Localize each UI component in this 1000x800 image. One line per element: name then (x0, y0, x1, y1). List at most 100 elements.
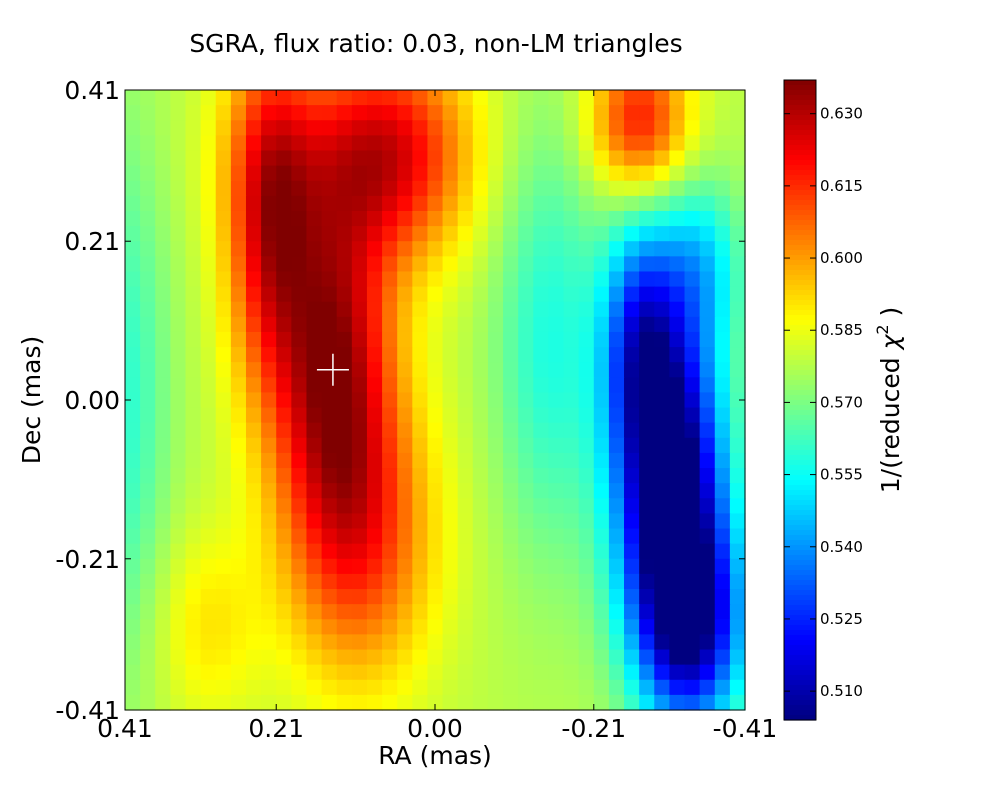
heatmap-cell (548, 180, 565, 197)
heatmap-cell (563, 437, 580, 454)
heatmap-cell (185, 573, 202, 590)
heatmap-cell (397, 694, 413, 711)
heatmap-cell (533, 105, 550, 121)
heatmap-cell (729, 347, 746, 363)
heatmap-cell (125, 407, 141, 424)
heatmap-cell (714, 271, 731, 288)
heatmap-cell (654, 589, 670, 605)
heatmap-cell (185, 241, 202, 257)
heatmap-cell (351, 634, 368, 651)
heatmap-cell (608, 694, 625, 711)
heatmap-cell (397, 664, 413, 681)
heatmap-cell (170, 528, 187, 545)
heatmap-cell (321, 452, 338, 469)
heatmap-cell (321, 422, 338, 439)
heatmap-cell (291, 392, 308, 409)
heatmap-cell (714, 347, 731, 363)
heatmap-cell (412, 347, 429, 363)
heatmap-cell (351, 483, 368, 499)
heatmap-cell (654, 347, 670, 363)
heatmap-cell (442, 377, 459, 394)
heatmap-cell (200, 589, 217, 605)
heatmap-cell (639, 347, 655, 363)
heatmap-cell (714, 604, 731, 620)
heatmap-cell (185, 498, 202, 515)
heatmap-cell (261, 543, 277, 560)
heatmap-cell (472, 301, 489, 318)
heatmap-cell (336, 135, 353, 152)
heatmap-cell (624, 331, 640, 348)
heatmap-cell (518, 619, 534, 635)
heatmap-cell (684, 452, 701, 469)
heatmap-cell (125, 483, 141, 499)
heatmap-cell (155, 664, 171, 681)
heatmap-cell (351, 210, 368, 227)
heatmap-cell (639, 422, 655, 439)
heatmap-cell (155, 165, 171, 182)
heatmap-cell (563, 452, 580, 469)
colorbar-tick-label: 0.510 (820, 682, 863, 700)
heatmap-cell (518, 210, 534, 227)
heatmap-cell (321, 195, 338, 212)
heatmap-cell (351, 543, 368, 560)
heatmap-cell (125, 437, 141, 454)
heatmap-cell (336, 392, 353, 409)
heatmap-cell (351, 468, 368, 484)
heatmap-cell (351, 619, 368, 635)
heatmap-cell (624, 135, 640, 152)
heatmap-cell (684, 256, 701, 273)
heatmap-cell (684, 105, 701, 121)
heatmap-cell (215, 180, 232, 197)
heatmap-cell (548, 468, 565, 484)
heatmap-cell (200, 649, 217, 666)
heatmap-cell (654, 210, 670, 227)
heatmap-cell (427, 195, 444, 212)
heatmap-cell (261, 679, 277, 696)
heatmap-cell (487, 589, 504, 605)
heatmap-cell (397, 573, 413, 590)
heatmap-cell (366, 483, 383, 499)
heatmap-cell (714, 528, 731, 545)
heatmap-cell (503, 468, 519, 484)
heatmap-cell (714, 589, 731, 605)
colorbar-segment (784, 445, 816, 451)
heatmap-cell (608, 210, 625, 227)
heatmap-cell (170, 301, 187, 318)
heatmap-cell (593, 301, 610, 318)
heatmap-cell (261, 513, 277, 530)
heatmap-cell (230, 135, 247, 152)
heatmap-cell (366, 558, 383, 575)
heatmap-cell (351, 135, 368, 152)
heatmap-cell (714, 210, 731, 227)
heatmap-cell (593, 180, 610, 197)
heatmap-cell (684, 90, 701, 106)
heatmap-cell (351, 498, 368, 515)
heatmap-cell (412, 589, 429, 605)
heatmap-cell (306, 165, 323, 182)
heatmap-cell (442, 437, 459, 454)
colorbar-tick-label: 0.525 (820, 610, 863, 628)
heatmap-cell (593, 619, 610, 635)
heatmap-cell (321, 543, 338, 560)
heatmap-cell (714, 422, 731, 439)
colorbar-segment (784, 250, 816, 256)
heatmap-cell (276, 498, 292, 515)
heatmap-cell (714, 90, 731, 106)
heatmap-cell (669, 90, 686, 106)
colorbar-label-main: 1/(reduced (876, 349, 905, 493)
colorbar-segment (784, 715, 816, 721)
heatmap-cell (563, 604, 580, 620)
heatmap-cell (397, 271, 413, 288)
heatmap-cell (578, 483, 595, 499)
heatmap-cell (351, 513, 368, 530)
heatmap-cell (487, 558, 504, 575)
heatmap-cell (366, 286, 383, 303)
heatmap-cell (185, 452, 202, 469)
heatmap-cell (427, 226, 444, 242)
heatmap-cell (699, 468, 716, 484)
heatmap-cell (533, 180, 550, 197)
heatmap-cell (503, 483, 519, 499)
heatmap-cell (185, 316, 202, 333)
heatmap-cell (397, 135, 413, 152)
heatmap-cell (215, 210, 232, 227)
